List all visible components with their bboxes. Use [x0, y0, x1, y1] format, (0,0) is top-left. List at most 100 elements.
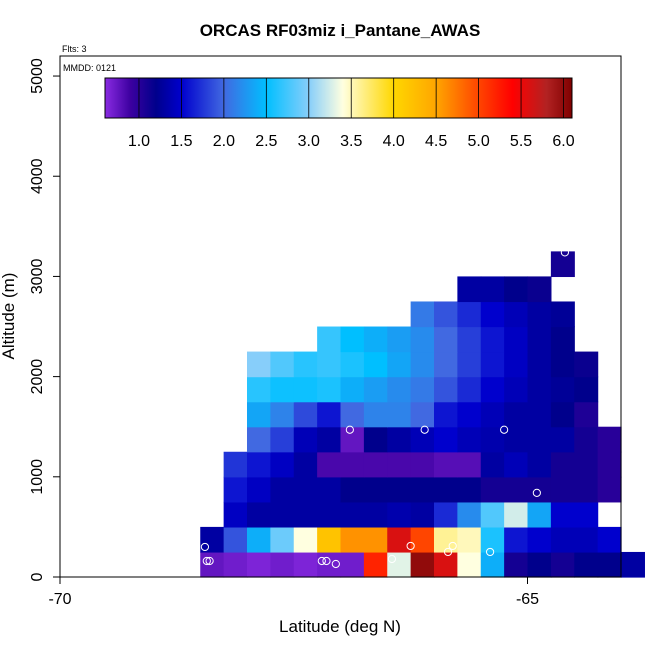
heatmap-cell: [317, 476, 342, 503]
heatmap-cell: [410, 376, 435, 403]
heatmap-cell: [340, 451, 365, 478]
heatmap-cell: [270, 526, 295, 553]
heatmap-cell: [247, 376, 271, 403]
heatmap-cell: [363, 426, 388, 453]
heatmap-cell: [480, 376, 505, 403]
x-axis: -70 -65: [48, 577, 539, 608]
heatmap-cell: [597, 526, 622, 553]
heatmap-cell: [574, 451, 599, 478]
heatmap-cell: [340, 551, 365, 578]
heatmap-cell: [527, 401, 552, 428]
colorbar-tick-label: 1.0: [128, 133, 150, 150]
heatmap-cell: [363, 401, 388, 428]
heatmap-cell: [340, 376, 365, 403]
heatmap-cell: [363, 476, 388, 503]
heatmap-cell: [574, 476, 599, 503]
heatmap-cell: [550, 251, 575, 278]
heatmap-cell: [434, 351, 458, 378]
heatmap-cell: [527, 376, 552, 403]
heatmap-cell: [527, 276, 552, 303]
heatmap-cell: [574, 501, 599, 528]
heatmap-cell: [574, 526, 599, 553]
heatmap-cell: [550, 351, 575, 378]
heatmap-cell: [410, 351, 435, 378]
heatmap-cell: [387, 451, 412, 478]
y-axis-tick-label: 1000: [29, 459, 46, 495]
heatmap-cell: [223, 451, 248, 478]
heatmap-cell: [504, 476, 529, 503]
heatmap-cell: [340, 501, 365, 528]
heatmap-cell: [527, 526, 552, 553]
heatmap-cell: [270, 376, 295, 403]
colorbar-tick-label: 3.5: [340, 133, 362, 150]
sample-point-marker: [200, 542, 210, 552]
heatmap-cell: [387, 551, 412, 578]
heatmap-cell: [550, 451, 575, 478]
heatmap-cell: [527, 501, 552, 528]
heatmap-cell: [550, 476, 575, 503]
colorbar-tick-label: 4.5: [425, 133, 447, 150]
heatmap-cell: [434, 526, 458, 553]
heatmap-cell: [247, 426, 271, 453]
y-axis-tick-label: 5000: [29, 58, 46, 94]
heatmap-cell: [293, 451, 318, 478]
heatmap-cell: [340, 351, 365, 378]
heatmap-cell: [340, 526, 365, 553]
heatmap-cell: [317, 426, 342, 453]
heatmap-cell: [387, 326, 412, 353]
heatmap-cell: [247, 526, 271, 553]
sample-point-marker: [448, 541, 457, 551]
heatmap-cell: [270, 451, 295, 478]
heatmap-cell: [527, 451, 552, 478]
heatmap-cell: [387, 501, 412, 528]
heatmap-cell: [270, 551, 295, 578]
heatmap-cell: [223, 476, 248, 503]
heatmap-cell: [480, 526, 505, 553]
heatmap-cell: [527, 326, 552, 353]
heatmap-cell: [410, 476, 435, 503]
heatmap-cell: [293, 401, 318, 428]
heatmap-cell: [317, 326, 342, 353]
heatmap-cell: [550, 501, 575, 528]
heatmap-cell: [480, 401, 505, 428]
heatmap-cell: [457, 451, 482, 478]
heatmap-cell: [387, 426, 412, 453]
heatmap-cell: [293, 476, 318, 503]
heatmap-cell: [457, 526, 482, 553]
heatmap-cell: [480, 276, 505, 303]
heatmap-cell: [527, 301, 552, 328]
heatmap-cell: [504, 351, 529, 378]
heatmap-cell: [504, 451, 529, 478]
heatmap-cell: [504, 401, 529, 428]
heatmap-cell: [504, 551, 529, 578]
heatmap-cell: [293, 501, 318, 528]
heatmap-cell: [293, 376, 318, 403]
heatmap-cell: [293, 426, 318, 453]
heatmap-cell: [410, 526, 435, 553]
heatmap-cell: [340, 476, 365, 503]
colorbar-tick-label: 3.0: [298, 133, 320, 150]
sample-point-marker: [406, 541, 415, 551]
y-axis-tick-label: 4000: [29, 158, 46, 194]
flights-note: Flts: 3: [62, 44, 87, 54]
heatmap-cell: [504, 301, 529, 328]
heatmap-cell: [597, 476, 622, 503]
heatmap-cell: [247, 476, 271, 503]
heatmap-cell: [597, 451, 622, 478]
heatmap-cell: [434, 426, 458, 453]
heatmap-cell: [597, 426, 622, 453]
heatmap-cell: [410, 326, 435, 353]
heatmap-cell: [410, 551, 435, 578]
heatmap-cell: [480, 476, 505, 503]
heatmap-cell: [434, 551, 458, 578]
heatmap-cell: [527, 476, 552, 503]
heatmap-cell: [200, 551, 225, 578]
sample-point-marker: [322, 556, 331, 566]
y-axis-tick-label: 0: [29, 572, 46, 581]
heatmap-cell: [457, 476, 482, 503]
heatmap-cell: [223, 501, 248, 528]
heatmap-cell: [317, 501, 342, 528]
heatmap-cell: [480, 551, 505, 578]
heatmap-cell: [200, 526, 225, 553]
